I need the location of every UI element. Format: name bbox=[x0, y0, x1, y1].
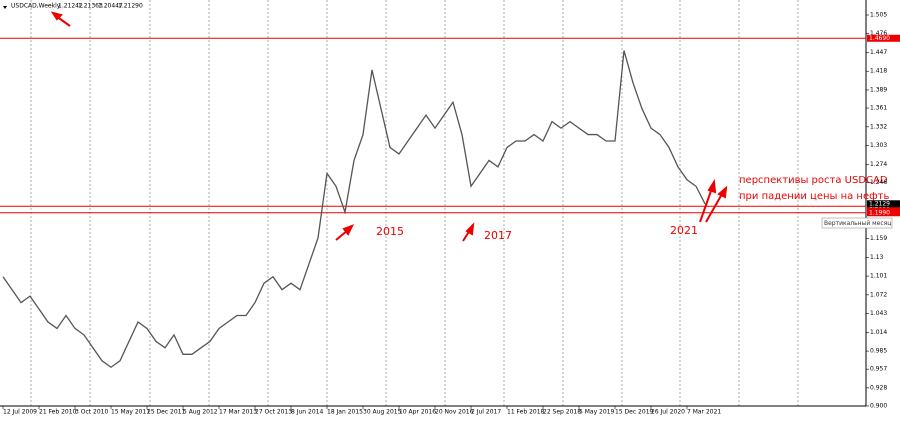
x-tick-label: 3 Oct 2010 bbox=[75, 409, 108, 416]
x-tick-label: 12 Jul 2009 bbox=[3, 409, 37, 416]
y-tick-label: 1.274 bbox=[870, 161, 887, 168]
level-label-box bbox=[867, 209, 900, 217]
y-tick-label: 1.303 bbox=[870, 142, 887, 149]
symbol-title: USDCAD,Weekly bbox=[11, 3, 61, 10]
ohlc-low: 1.20447 bbox=[98, 3, 123, 10]
x-tick-label: 18 Jan 2015 bbox=[327, 409, 363, 416]
x-tick-label: 27 Oct 2013 bbox=[255, 409, 292, 416]
annotation: 2017 bbox=[484, 229, 512, 242]
y-tick-label: 0.985 bbox=[870, 348, 887, 355]
annotation: перспективы роста USDCAD bbox=[739, 175, 888, 186]
y-tick-label: 1.072 bbox=[870, 291, 887, 298]
x-tick-label: 11 Feb 2018 bbox=[507, 409, 545, 416]
y-tick-label: 1.332 bbox=[870, 123, 887, 130]
x-tick-label: 5 Aug 2012 bbox=[183, 409, 218, 416]
y-tick-label: 1.101 bbox=[870, 273, 887, 280]
x-tick-label: 25 Dec 2011 bbox=[147, 409, 186, 416]
x-tick-label: 8 Jun 2014 bbox=[291, 409, 323, 416]
y-tick-label: 1.246 bbox=[870, 179, 887, 186]
x-tick-label: 15 May 2011 bbox=[111, 409, 150, 416]
y-tick-label: 1.418 bbox=[870, 68, 887, 75]
y-tick-label: 1.13 bbox=[870, 254, 884, 261]
y-tick-label: 1.043 bbox=[870, 310, 887, 317]
y-tick-label: 0.957 bbox=[870, 366, 887, 373]
x-tick-label: 30 Aug 2015 bbox=[363, 409, 402, 416]
x-tick-label: 10 Apr 2016 bbox=[399, 409, 436, 416]
y-tick-label: 1.505 bbox=[870, 12, 887, 19]
x-tick-label: 20 Nov 2016 bbox=[435, 409, 474, 416]
annotation: 2021 bbox=[670, 224, 698, 237]
ohlc-close: 1.21290 bbox=[118, 3, 143, 10]
y-tick-label: 1.159 bbox=[870, 235, 887, 242]
tooltip: Вертикальный месяц bbox=[824, 220, 891, 227]
x-tick-label: 15 Dec 2019 bbox=[615, 409, 654, 416]
level-label: 1.1990 bbox=[869, 209, 890, 216]
y-tick-label: 0.928 bbox=[870, 384, 887, 391]
ohlc-high: 1.21363 bbox=[78, 3, 103, 10]
current-price-label: 1.2129 bbox=[869, 200, 890, 207]
annotation: 2015 bbox=[376, 225, 404, 238]
y-tick-label: 1.447 bbox=[870, 49, 887, 56]
x-tick-label: 26 Jul 2020 bbox=[651, 409, 685, 416]
tooltip-box bbox=[821, 217, 893, 229]
ohlc-open: 1.21242 bbox=[58, 3, 83, 10]
x-tick-label: 7 Mar 2021 bbox=[687, 409, 721, 416]
price-line bbox=[2, 50, 706, 369]
current-price-box bbox=[867, 200, 900, 208]
annotation: при падении цены на нефть bbox=[739, 191, 889, 202]
arrows bbox=[50, 11, 728, 242]
y-tick-label: 0.900 bbox=[870, 403, 887, 410]
y-tick-label: 1.014 bbox=[870, 329, 887, 336]
x-tick-label: 21 Feb 2010 bbox=[39, 409, 77, 416]
x-tick-label: 2 Jul 2017 bbox=[471, 409, 501, 416]
x-tick-label: 5 May 2019 bbox=[579, 409, 614, 416]
y-tick-label: 1.361 bbox=[870, 105, 887, 112]
y-tick-label: 1.389 bbox=[870, 86, 887, 93]
x-tick-label: 17 Mar 2013 bbox=[219, 409, 257, 416]
x-tick-label: 22 Sep 2018 bbox=[543, 409, 581, 416]
menu-triangle[interactable] bbox=[3, 6, 7, 9]
y-tick-label: 1.476 bbox=[870, 30, 887, 37]
level-label: 1.4690 bbox=[869, 35, 890, 42]
level-label-box bbox=[867, 34, 900, 42]
